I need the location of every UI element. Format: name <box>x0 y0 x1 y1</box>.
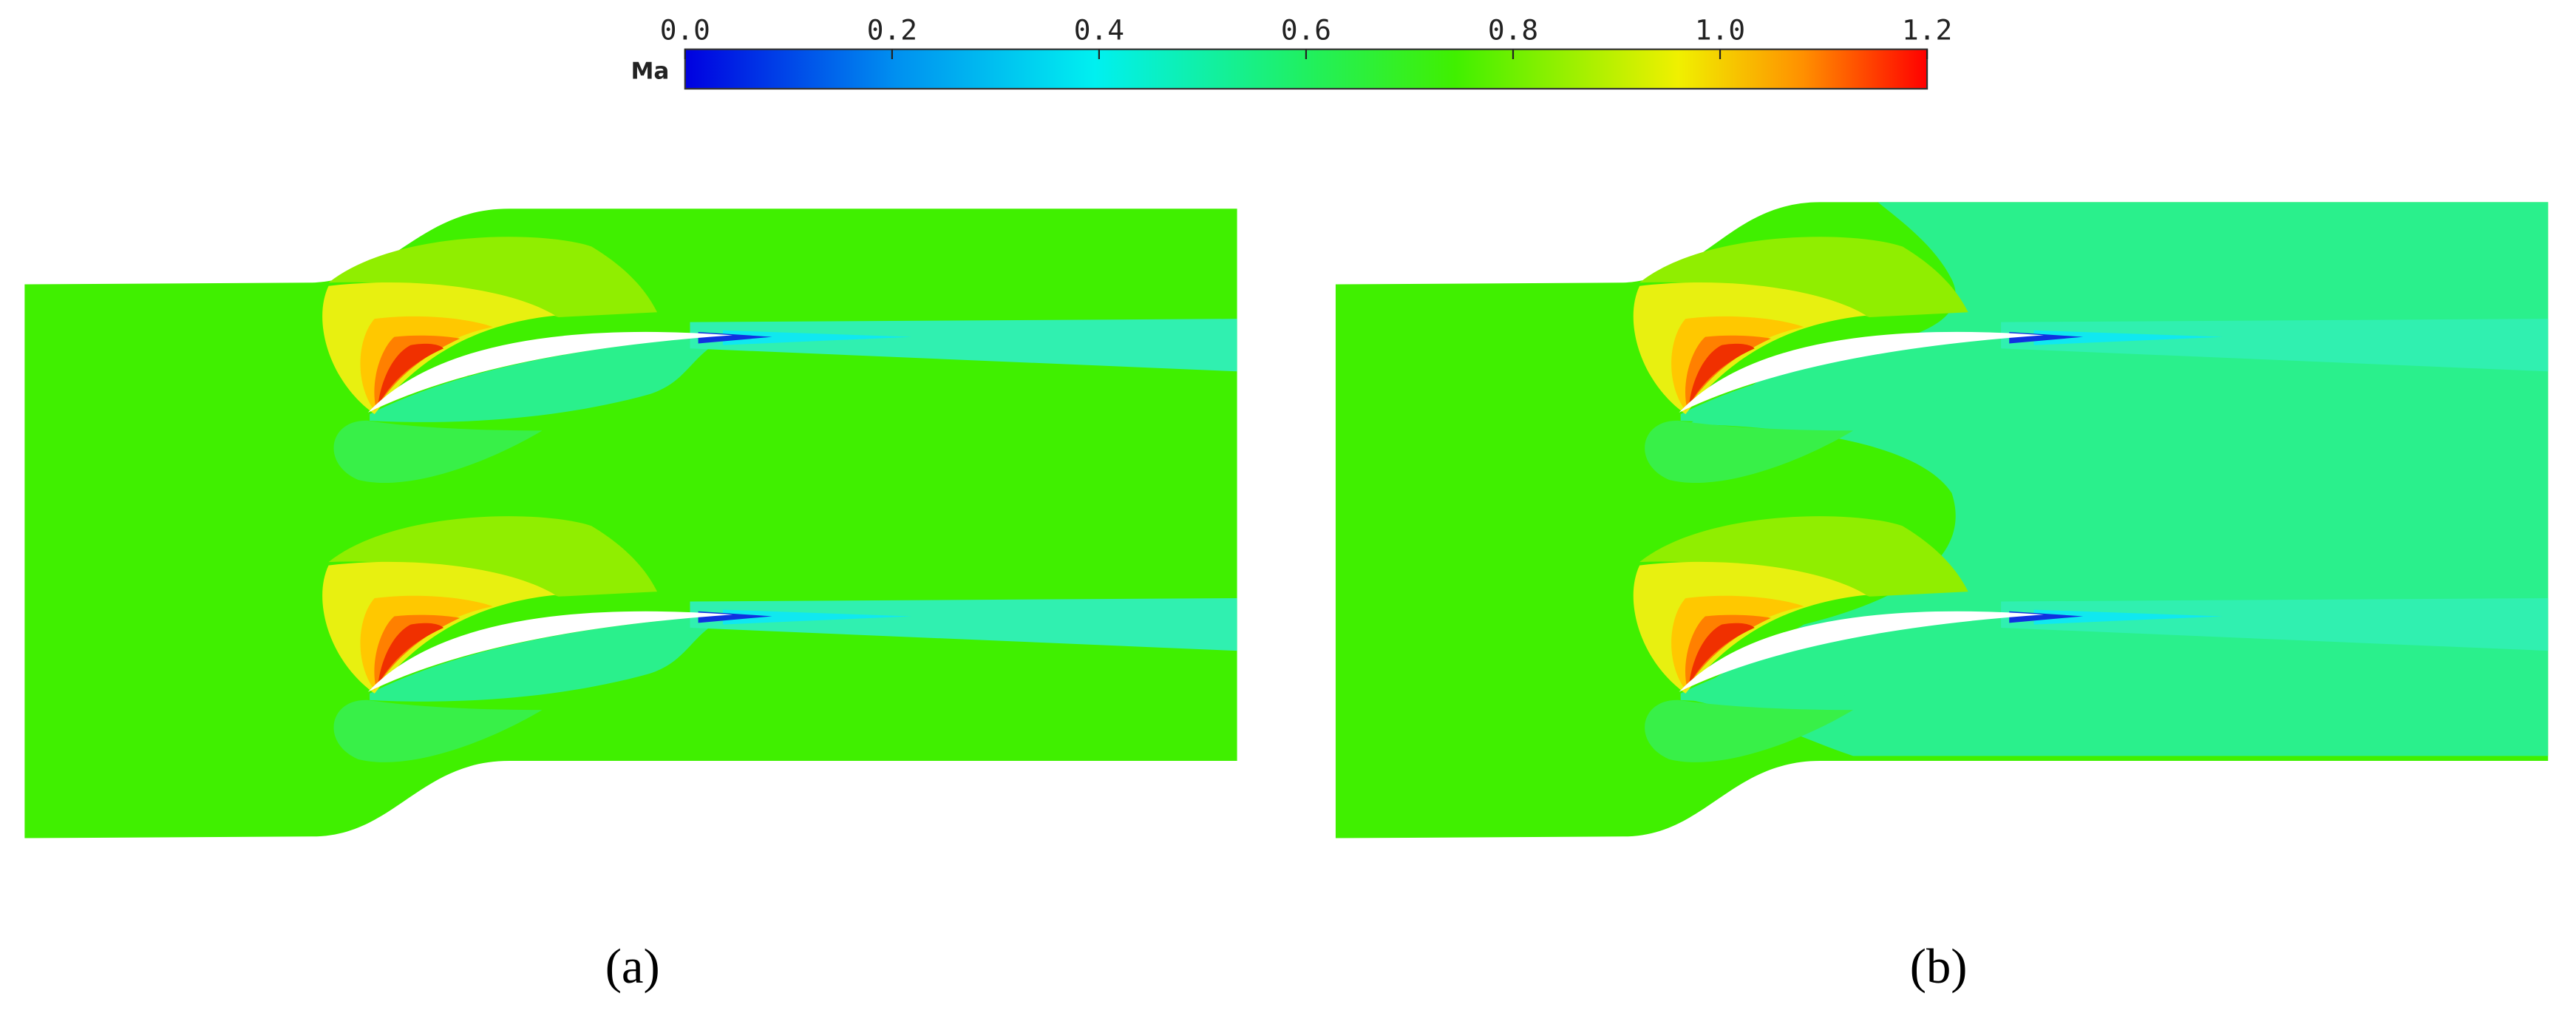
mach-region <box>374 614 461 689</box>
colorbar-tick-label: 1.0 <box>1695 13 1745 46</box>
colorbar-tick-label: 0.6 <box>1281 13 1331 46</box>
mach-region <box>1680 335 2042 422</box>
mach-region <box>333 699 543 762</box>
mach-region <box>1685 335 1771 410</box>
wake <box>690 598 1237 651</box>
mach-region <box>1680 614 2042 702</box>
colorbar-label: Ma <box>631 58 669 85</box>
colorbar-tick-label: 0.8 <box>1488 13 1538 46</box>
blade-group <box>1633 516 2549 762</box>
blade-group <box>322 237 1237 484</box>
panel-label: (b) <box>1910 940 1968 994</box>
blade <box>1679 331 2044 413</box>
wake <box>690 319 1237 372</box>
colorbar-tick-label: 0.4 <box>1074 13 1124 46</box>
wake <box>2033 609 2223 625</box>
colorbar-tick-label: 0.0 <box>660 13 710 46</box>
blade <box>367 331 733 413</box>
mach-region <box>1645 420 1854 484</box>
mach-region <box>1645 699 1854 762</box>
mach-region <box>333 420 543 484</box>
contour-panel <box>24 209 1237 838</box>
mach-region <box>1685 614 1771 689</box>
blade <box>1679 611 2044 692</box>
colorbar-tick-label: 0.2 <box>867 13 917 46</box>
mach-region <box>1639 237 1968 317</box>
blade <box>367 611 733 692</box>
flow-domain <box>24 209 1237 838</box>
mach-region <box>374 335 461 410</box>
colorbar-tick-label: 1.2 <box>1902 13 1952 46</box>
mach-region <box>370 614 732 702</box>
mach-region <box>370 335 732 422</box>
wake <box>722 330 912 345</box>
mach-region <box>328 516 658 597</box>
blade-group <box>322 516 1237 762</box>
mach-region <box>328 237 658 317</box>
wake <box>2001 598 2549 651</box>
mach-region <box>1688 623 1755 685</box>
wake <box>2001 319 2549 372</box>
blade-group <box>1633 237 2549 484</box>
mach-region <box>378 623 444 685</box>
mach-region <box>1688 343 1755 406</box>
wake <box>2033 330 2223 345</box>
mach-region <box>1639 516 1968 597</box>
mach-region <box>378 343 444 406</box>
wake <box>722 609 912 625</box>
panel-label: (a) <box>605 940 660 994</box>
contour-panel <box>1335 202 2549 838</box>
